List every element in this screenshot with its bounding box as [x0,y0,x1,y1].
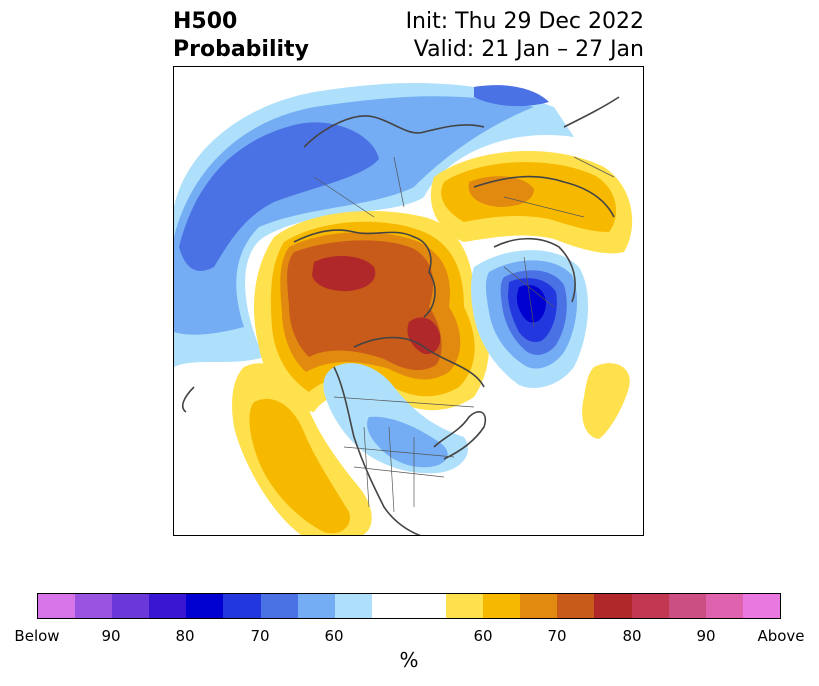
colorbar-tick-label: 90 [696,627,716,645]
colorbar-segment [38,594,76,618]
yellow-65-southwest [249,398,350,534]
colorbar-tick-label: 60 [324,627,344,645]
colorbar-segment [112,594,150,618]
probability-map [173,66,644,536]
political-borders [313,156,615,513]
colorbar-tick-label: 60 [473,627,493,645]
colorbar [37,593,781,619]
map-canvas [174,67,643,535]
valid-range: Valid: 21 Jan – 27 Jan [413,37,644,62]
red-80-canada-west [312,255,376,292]
colorbar-segment [742,594,780,618]
init-date: Init: Thu 29 Dec 2022 [405,9,644,34]
colorbar-segment [446,594,484,618]
colorbar-tick-label: 70 [547,627,567,645]
title-variable: H500 [173,9,238,34]
forecast-dates: Init: Thu 29 Dec 2022 Valid: 21 Jan – 27… [406,8,644,64]
rust-75-canada [287,240,442,371]
colorbar-segment [260,594,298,618]
colorbar-tick-label: 80 [622,627,642,645]
colorbar-segment [557,594,595,618]
colorbar-tick-label: 70 [250,627,270,645]
colorbar-segment [520,594,558,618]
blue-70-arctic [474,85,549,107]
blue-70-pacific [179,122,379,271]
colorbar-segment [223,594,261,618]
yellow-60-atlantic [582,363,630,439]
colorbar-segment [75,594,113,618]
title-product: Probability [173,37,309,62]
colorbar-tick-label: Below [14,627,60,645]
colorbar-segment [705,594,743,618]
colorbar-segment [594,594,632,618]
colorbar-unit: % [399,648,419,672]
colorbar-segment [483,594,521,618]
colorbar-segment [297,594,335,618]
chart-title: H500 Probability [173,8,309,64]
colorbar-segment [186,594,224,618]
colorbar-segment [631,594,669,618]
coastlines [182,96,620,535]
colorbar-segment [149,594,187,618]
red-80-hudson [407,317,441,355]
colorbar-segment [334,594,372,618]
colorbar-segment [668,594,706,618]
colorbar-segment [371,594,447,618]
colorbar-tick-label: Above [757,627,805,645]
colorbar-tick-label: 80 [175,627,195,645]
colorbar-tick-label: 90 [101,627,121,645]
